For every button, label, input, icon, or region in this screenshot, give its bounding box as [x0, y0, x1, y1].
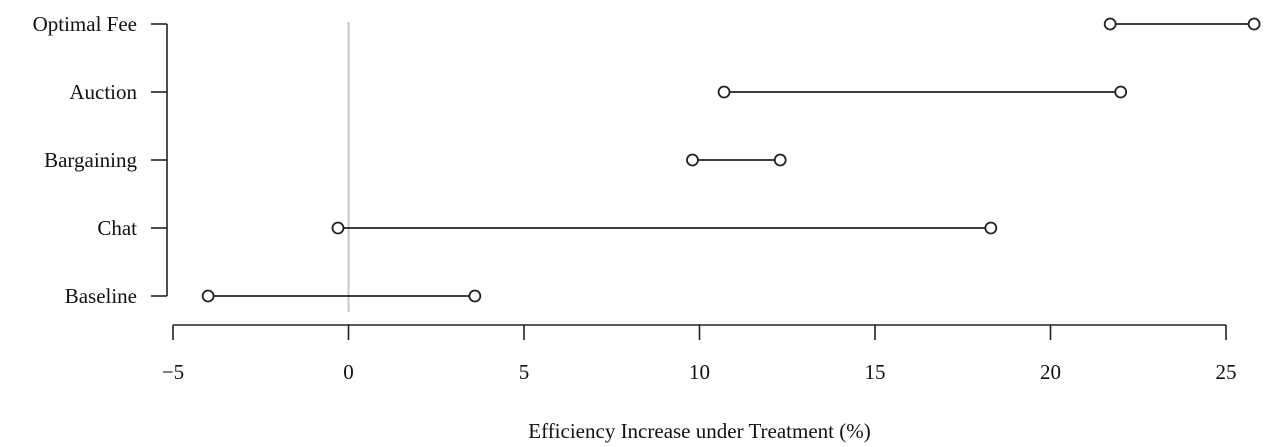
x-tick-label: 20: [1040, 360, 1061, 384]
category-label: Auction: [69, 80, 137, 104]
range-high-point: [984, 221, 998, 235]
category-label: Chat: [97, 216, 137, 240]
range-low-point: [1103, 17, 1117, 31]
category-label: Baseline: [65, 284, 137, 308]
category-label: Bargaining: [44, 148, 137, 172]
range-low-point: [686, 153, 699, 167]
x-tick-label: 0: [343, 360, 354, 384]
x-axis: −5 0 5 10 15 20 25: [162, 324, 1237, 384]
range-high-point: [468, 289, 482, 303]
range-high-point: [773, 153, 787, 167]
range-low-point: [717, 85, 731, 99]
x-tick-label: 5: [519, 360, 530, 384]
y-axis: Optimal Fee Auction Bargaining Chat Baseline: [33, 12, 168, 308]
x-tick-label: 15: [865, 360, 886, 384]
x-tick-label: 10: [689, 360, 710, 384]
x-tick-label: −5: [162, 360, 184, 384]
range-high-point: [1247, 17, 1261, 31]
range-low-point: [331, 221, 345, 235]
range-marks: [201, 17, 1261, 303]
x-axis-title: Efficiency Increase under Treatment (%): [528, 419, 870, 443]
category-label: Optimal Fee: [33, 12, 137, 36]
x-tick-label: 25: [1216, 360, 1237, 384]
range-high-point: [1114, 85, 1128, 99]
range-low-point: [201, 289, 215, 303]
